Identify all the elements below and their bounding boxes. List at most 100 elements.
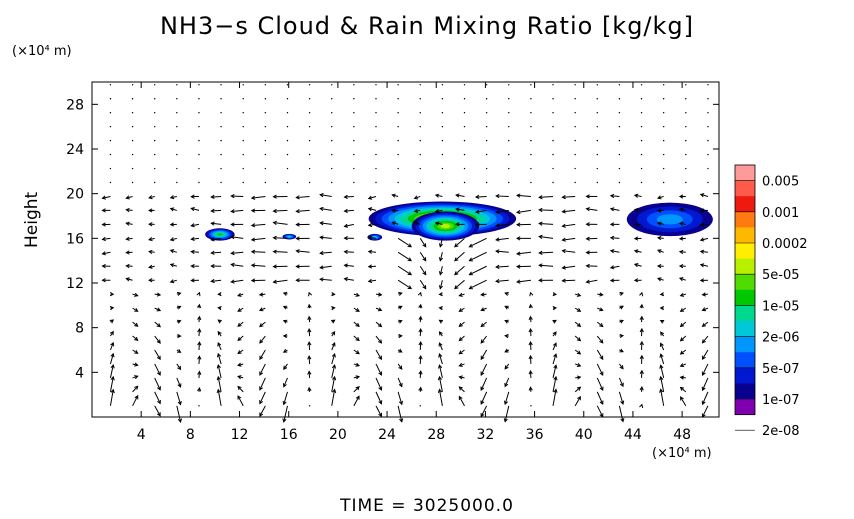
wind-vector — [109, 364, 114, 379]
wind-vector-head — [237, 385, 242, 391]
wind-vector-head — [355, 386, 360, 391]
wind-vector — [419, 167, 421, 170]
wind-vector — [296, 195, 310, 199]
wind-vector-head — [495, 278, 500, 284]
wind-vector — [458, 396, 465, 407]
wind-vector — [496, 237, 509, 241]
wind-vector — [702, 377, 709, 391]
wind-vector-head — [480, 292, 485, 297]
colorbar-swatch — [735, 227, 755, 244]
wind-vector — [397, 98, 399, 100]
wind-vector — [618, 84, 621, 86]
wind-vector-head — [699, 237, 705, 242]
wind-vector — [132, 385, 139, 393]
wind-vector — [242, 167, 244, 170]
wind-vector-head — [553, 388, 558, 393]
wind-vector-head — [169, 279, 175, 284]
wind-vector-head — [210, 263, 215, 269]
wind-vector — [368, 195, 377, 200]
wind-vector-head — [454, 243, 459, 248]
wind-vector — [154, 112, 156, 114]
wind-vector — [283, 391, 288, 405]
wind-vector — [320, 236, 332, 239]
wind-vector-head — [699, 263, 705, 268]
wind-vector-head — [561, 237, 566, 242]
wind-vector-head — [495, 209, 500, 215]
wind-vector — [634, 194, 642, 197]
wind-vector — [320, 222, 332, 225]
wind-vector — [397, 181, 399, 184]
wind-vector-head — [699, 278, 705, 283]
wind-vector — [441, 98, 444, 100]
wind-vector-head — [156, 355, 161, 361]
wind-vector — [368, 208, 377, 211]
wind-vector-head — [295, 278, 300, 283]
wind-vector — [154, 167, 156, 170]
wind-vector — [485, 84, 488, 86]
wind-vector-head — [699, 193, 705, 198]
wind-vector — [640, 153, 643, 156]
wind-vector — [198, 342, 200, 351]
wind-vector-head — [237, 336, 242, 342]
wind-vector — [251, 195, 266, 199]
wind-vector — [331, 84, 333, 86]
wind-vector — [438, 353, 443, 365]
wind-vector — [264, 84, 267, 86]
wind-vector — [700, 223, 708, 226]
wind-vector — [702, 321, 709, 327]
colorbar-swatch — [735, 336, 755, 353]
wind-vector-head — [259, 355, 264, 361]
wind-vector — [596, 139, 598, 142]
wind-vector-head — [418, 327, 423, 333]
wind-vector-head — [377, 323, 383, 328]
wind-vector-head — [250, 237, 256, 242]
wind-vector — [456, 208, 465, 211]
wind-vector-head — [169, 207, 175, 212]
x-axis-unit: (×10⁴ m) — [652, 446, 712, 461]
wind-vector — [170, 237, 177, 241]
wind-vector-head — [343, 208, 348, 214]
wind-vector-head — [576, 337, 582, 342]
wind-vector-head — [639, 403, 644, 409]
wind-vector-head — [701, 307, 707, 312]
wind-vector-head — [422, 285, 427, 290]
wind-vector — [475, 195, 487, 198]
wind-vector-head — [553, 364, 558, 369]
wind-vector-head — [609, 265, 615, 270]
wind-vector — [198, 405, 200, 407]
wind-vector — [126, 222, 133, 225]
wind-vector-head — [455, 207, 460, 212]
wind-vector — [220, 167, 222, 170]
wind-vector — [480, 335, 488, 344]
x-tick-label: 4 — [137, 427, 146, 443]
wind-vector — [496, 223, 509, 227]
wind-vector — [435, 222, 443, 225]
wind-vector — [109, 139, 112, 142]
wind-vector — [231, 209, 244, 213]
wind-vector — [618, 377, 624, 387]
wind-vector — [132, 395, 139, 407]
x-tick-label: 24 — [378, 427, 396, 443]
wind-vector — [485, 112, 488, 114]
wind-vector — [264, 153, 267, 156]
wind-vector-head — [516, 236, 521, 241]
wind-vector — [640, 181, 643, 184]
wind-vector-head — [585, 222, 590, 227]
wind-vector-head — [110, 341, 115, 347]
wind-vector — [217, 376, 222, 392]
wind-vector-head — [197, 387, 202, 392]
wind-vector-head — [378, 339, 383, 344]
wind-vector-head — [633, 222, 639, 227]
wind-vector — [618, 181, 621, 184]
wind-vector-head — [343, 263, 348, 268]
colorbar-label: 5e-07 — [762, 362, 800, 377]
wind-vector-head — [678, 236, 684, 241]
wind-vector-head — [157, 386, 161, 391]
wind-vector-head — [125, 195, 130, 200]
wind-vector-head — [609, 278, 615, 283]
wind-vector — [237, 321, 244, 327]
wind-vector-head — [398, 291, 403, 296]
wind-vector — [131, 125, 134, 128]
wind-vector — [126, 195, 133, 199]
wind-vector — [353, 139, 355, 142]
